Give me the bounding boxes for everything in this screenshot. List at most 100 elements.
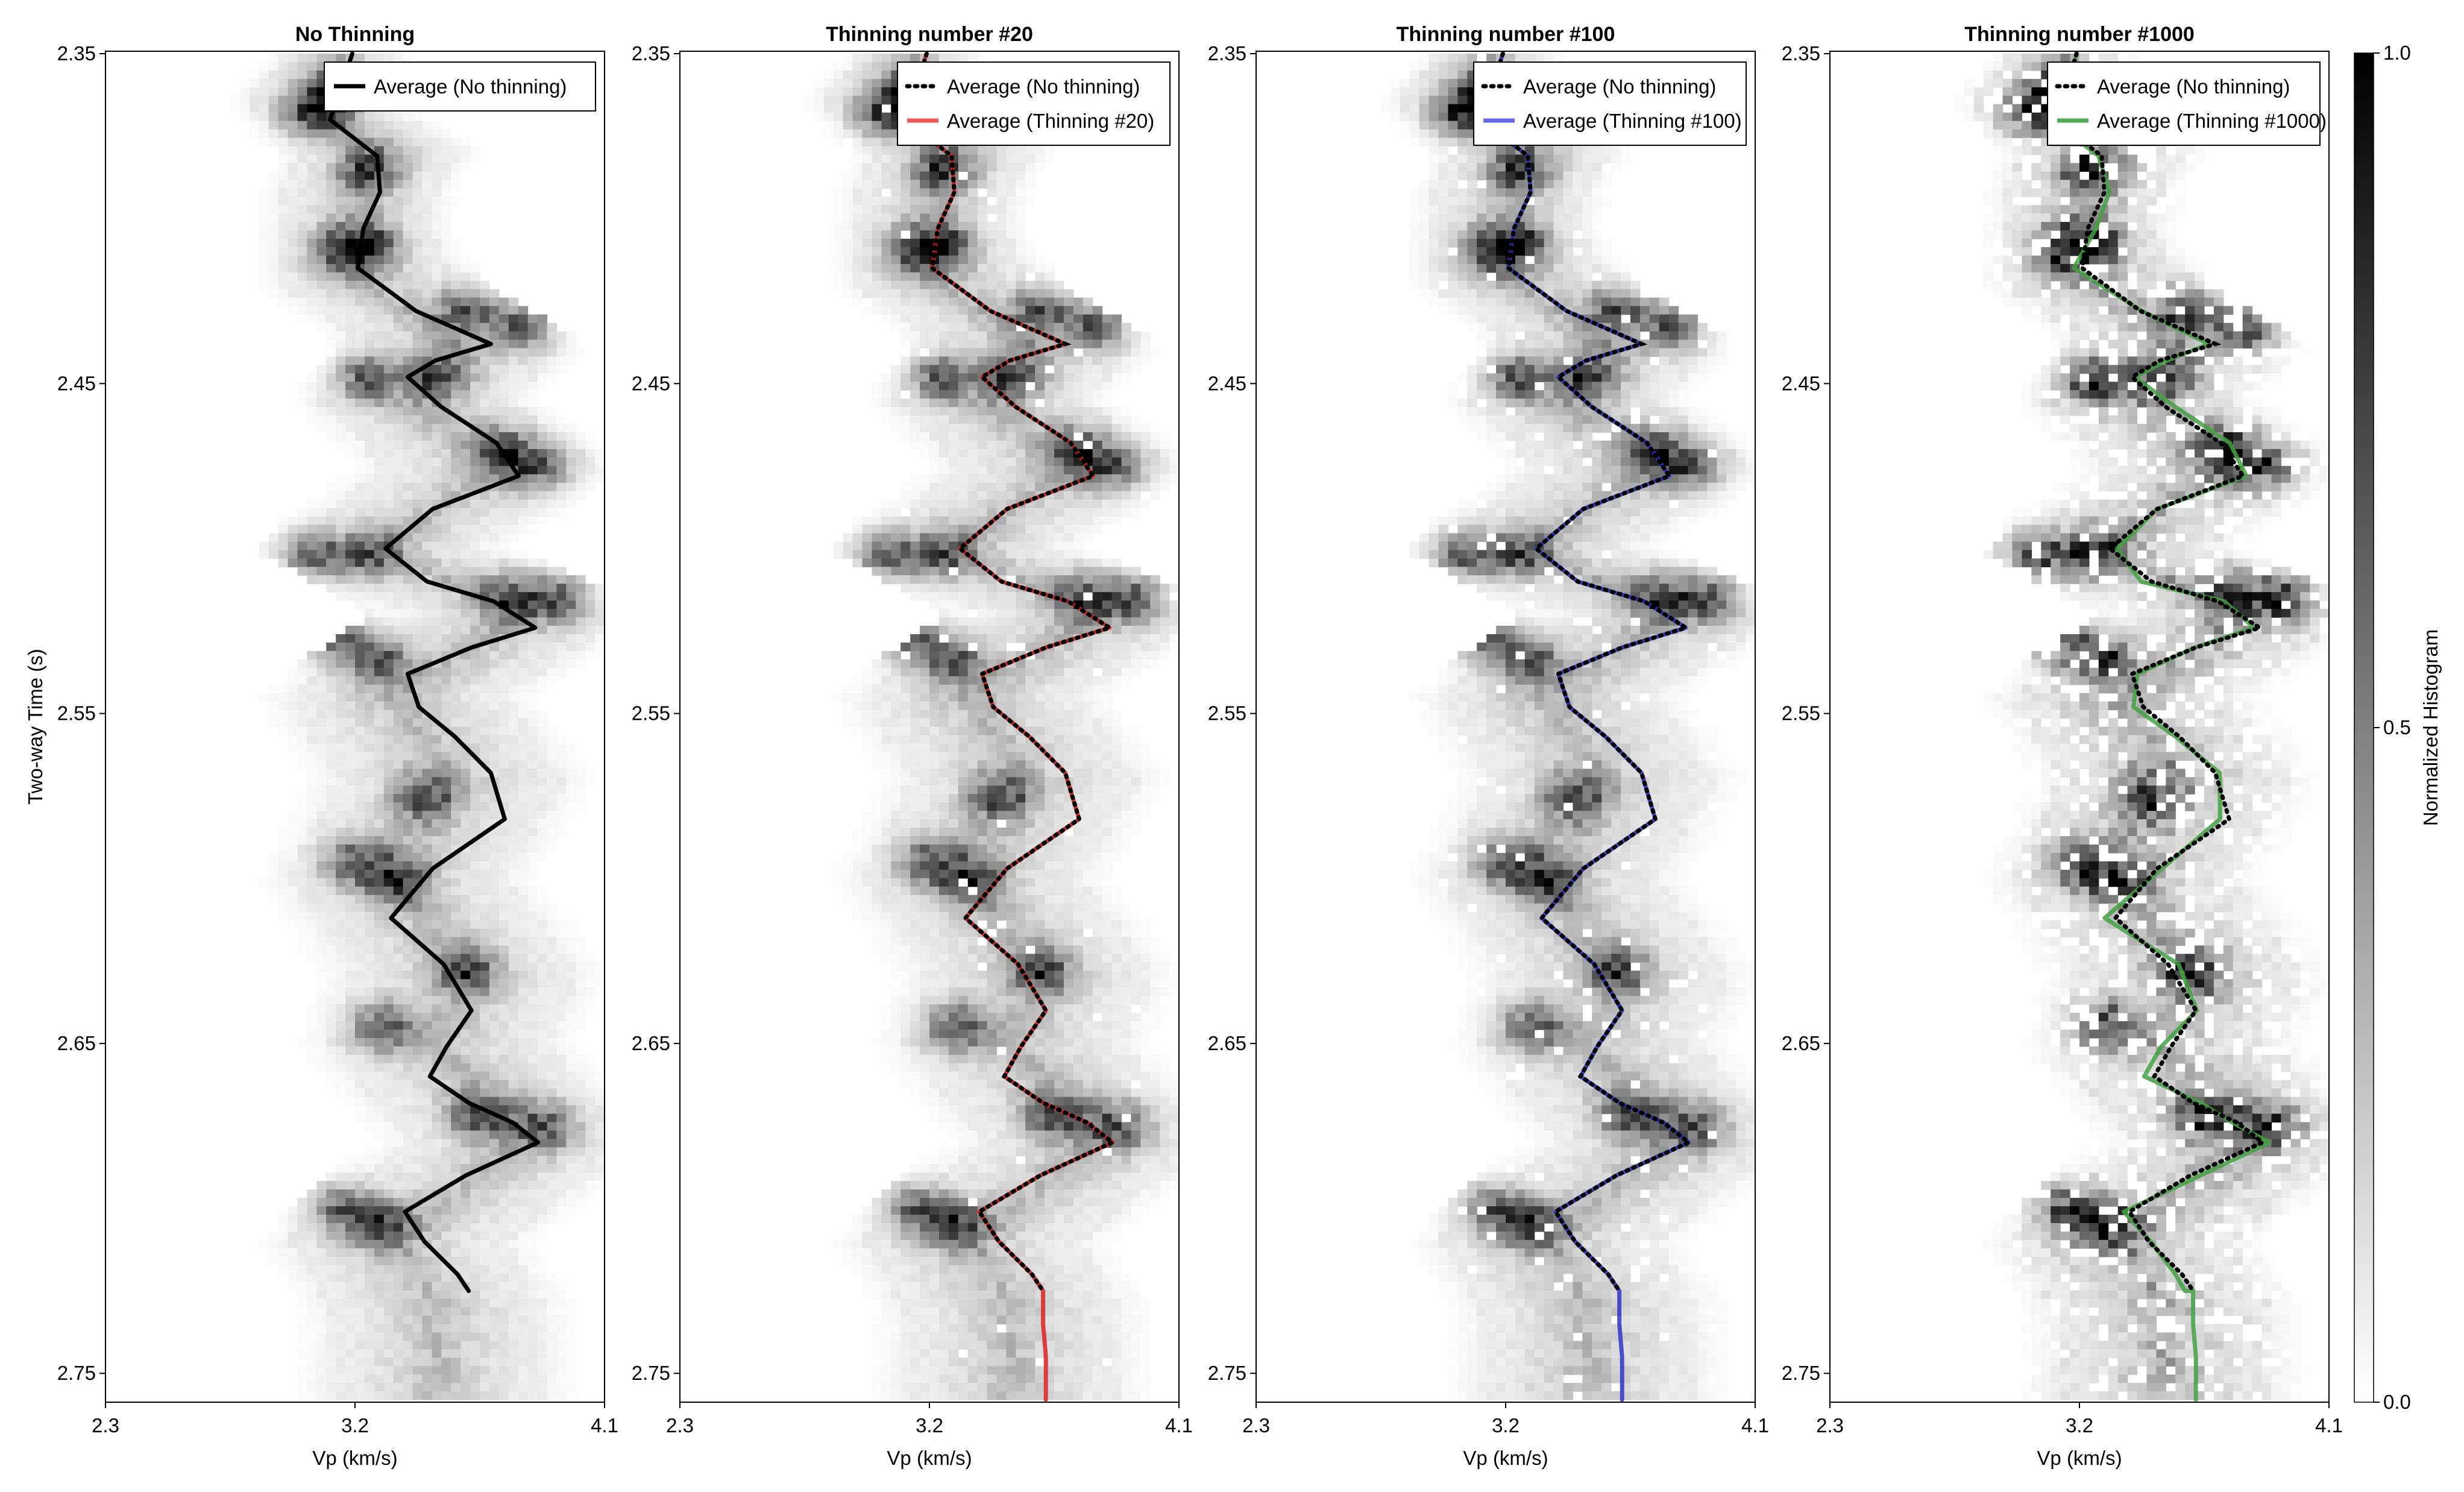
heatmap-cell	[508, 1383, 519, 1392]
heatmap-cell	[881, 937, 891, 946]
heatmap-cell	[862, 550, 872, 559]
heatmap-cell	[881, 1307, 891, 1317]
heatmap-cell	[345, 263, 356, 273]
heatmap-cell	[585, 1088, 596, 1098]
heatmap-cell	[843, 718, 853, 728]
heatmap-cell	[297, 878, 307, 887]
heatmap-cell	[288, 667, 298, 677]
heatmap-cell	[383, 987, 394, 996]
heatmap-cell	[891, 1021, 901, 1030]
heatmap-cell	[326, 263, 336, 273]
heatmap-cell	[508, 415, 519, 424]
heatmap-cell	[422, 743, 432, 752]
heatmap-cell	[852, 87, 863, 96]
heatmap-cell	[345, 1088, 356, 1098]
heatmap-cell	[412, 1105, 423, 1115]
heatmap-cell	[422, 1105, 432, 1115]
heatmap-cell	[374, 1282, 385, 1291]
heatmap-cell	[480, 667, 490, 677]
heatmap-cell	[872, 726, 882, 736]
heatmap-cell	[891, 1223, 901, 1232]
heatmap-cell	[537, 1223, 547, 1232]
heatmap-cell	[326, 314, 336, 324]
heatmap-cell	[307, 297, 317, 307]
heatmap-cell	[585, 650, 596, 660]
heatmap-cell	[556, 979, 567, 988]
heatmap-cell	[470, 524, 480, 534]
heatmap-cell	[843, 188, 853, 197]
heatmap-cell	[422, 1349, 432, 1358]
heatmap-cell	[403, 1366, 413, 1375]
heatmap-cell	[556, 802, 567, 811]
heatmap-cell	[527, 465, 538, 475]
heatmap-cell	[556, 365, 567, 374]
heatmap-cell	[345, 735, 356, 744]
heatmap-cell	[862, 878, 872, 887]
heatmap-cell	[307, 213, 317, 222]
heatmap-cell	[862, 230, 872, 239]
heatmap-cell	[547, 626, 557, 635]
heatmap-cell	[480, 1080, 490, 1089]
heatmap-cell	[900, 828, 911, 837]
heatmap-cell	[422, 407, 432, 416]
heatmap-cell	[576, 1080, 586, 1089]
heatmap-cell	[547, 1147, 557, 1156]
heatmap-cell	[403, 626, 413, 635]
heatmap-cell	[288, 230, 298, 239]
heatmap-cell	[518, 1173, 529, 1182]
heatmap-cell	[403, 449, 413, 458]
heatmap-cell	[422, 760, 432, 769]
heatmap-cell	[881, 1366, 891, 1375]
heatmap-cell	[480, 314, 490, 324]
heatmap-cell	[451, 836, 461, 845]
heatmap-cell	[480, 861, 490, 870]
heatmap-cell	[480, 1071, 490, 1081]
heatmap-cell	[403, 171, 413, 180]
heatmap-cell	[307, 684, 317, 694]
heatmap-cell	[537, 903, 547, 913]
heatmap-cell	[547, 1298, 557, 1308]
heatmap-cell	[576, 1181, 586, 1190]
heatmap-cell	[403, 154, 413, 164]
heatmap-cell	[412, 996, 423, 1005]
heatmap-cell	[527, 642, 538, 652]
heatmap-cell	[326, 365, 336, 374]
heatmap-cell	[412, 188, 423, 197]
heatmap-cell	[910, 180, 920, 189]
heatmap-cell	[527, 828, 538, 837]
heatmap-cell	[326, 861, 336, 870]
heatmap-cell	[852, 297, 863, 307]
heatmap-cell	[307, 62, 317, 71]
heatmap-cell	[374, 1374, 385, 1383]
heatmap-cell	[249, 129, 260, 139]
heatmap-cell	[336, 735, 346, 744]
heatmap-cell	[393, 348, 404, 357]
heatmap-cell	[508, 331, 519, 341]
heatmap-cell	[881, 1239, 891, 1249]
heatmap-cell	[556, 575, 567, 584]
heatmap-cell	[383, 626, 394, 635]
heatmap-cell	[470, 280, 480, 290]
heatmap-cell	[403, 197, 413, 206]
heatmap-cell	[355, 928, 365, 938]
heatmap-cell	[527, 1122, 538, 1131]
heatmap-cell	[470, 146, 480, 156]
heatmap-cell	[393, 1063, 404, 1072]
heatmap-cell	[374, 205, 385, 214]
heatmap-cell	[556, 1164, 567, 1173]
heatmap-cell	[316, 213, 327, 222]
heatmap-cell	[441, 129, 451, 139]
heatmap-cell	[422, 550, 432, 559]
heatmap-cell	[498, 1189, 509, 1198]
heatmap-cell	[355, 382, 365, 391]
heatmap-cell	[316, 996, 327, 1005]
heatmap-cell	[470, 626, 480, 635]
heatmap-cell	[288, 163, 298, 172]
heatmap-cell	[316, 188, 327, 197]
heatmap-cell	[412, 971, 423, 980]
heatmap-cell	[316, 163, 327, 172]
heatmap-cell	[393, 432, 404, 441]
heatmap-cell	[518, 911, 529, 921]
heatmap-cell	[422, 398, 432, 408]
heatmap-cell	[268, 1239, 279, 1249]
